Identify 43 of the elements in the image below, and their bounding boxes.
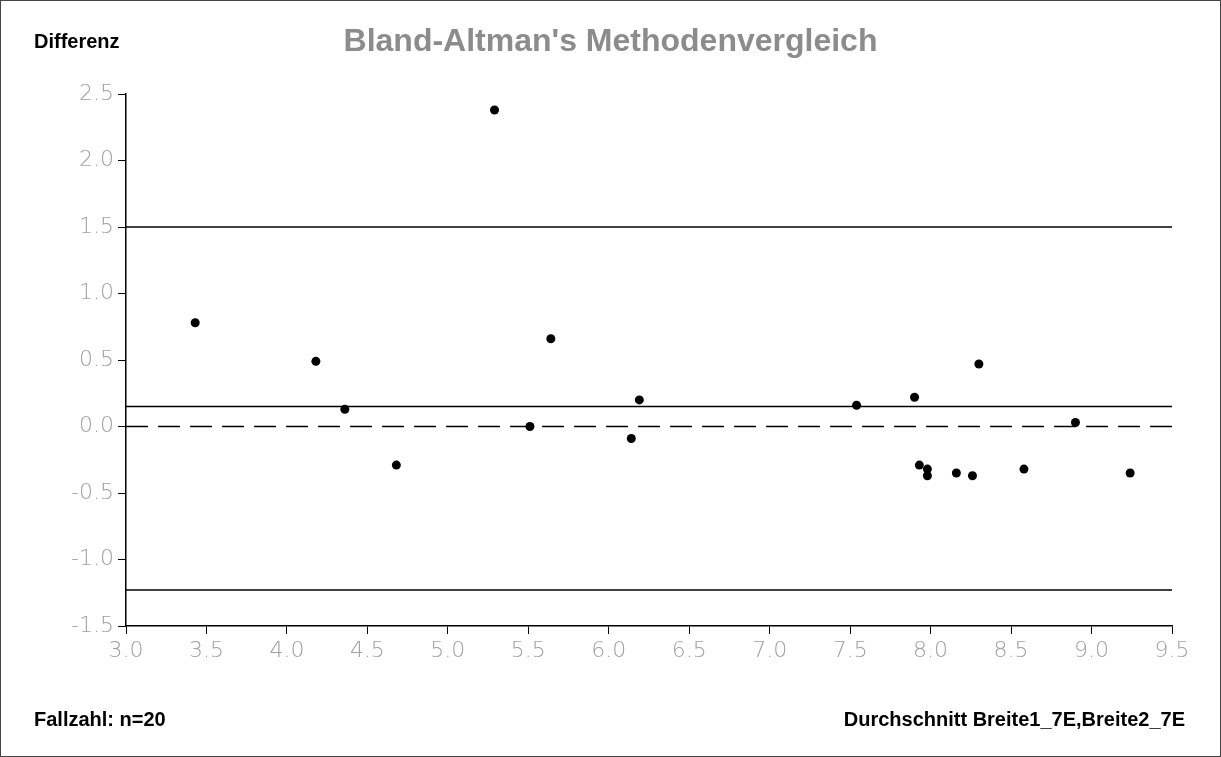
- point: [914, 460, 924, 470]
- x-tick-label: 5.5: [510, 636, 546, 662]
- point: [190, 318, 200, 328]
- chart-title: Bland-Altman's Methodenvergleich: [343, 22, 878, 58]
- x-tick-label: 6.5: [671, 636, 707, 662]
- point: [1019, 464, 1029, 474]
- x-tick-label: 3.0: [108, 636, 144, 662]
- y-tick-label: -0.5: [71, 478, 114, 504]
- point: [634, 395, 644, 405]
- x-tick-label: 8.0: [913, 636, 949, 662]
- y-tick-label: 0.0: [79, 412, 114, 438]
- y-tick-label: 2.5: [79, 79, 114, 105]
- x-tick-label: 7.0: [752, 636, 788, 662]
- x-tick-label: 5.0: [430, 636, 466, 662]
- point: [546, 334, 556, 344]
- point: [1125, 468, 1135, 478]
- x-tick-label: 7.5: [832, 636, 868, 662]
- x-tick-label: 9.5: [1154, 636, 1190, 662]
- point: [967, 471, 977, 481]
- y-tick-label: 1.5: [79, 212, 114, 238]
- y-axis-title: Differenz: [34, 30, 120, 53]
- y-tick-label: 2.0: [79, 146, 114, 172]
- x-tick-label: 3.5: [188, 636, 224, 662]
- text: Fallzahl: n=20: [34, 708, 166, 731]
- x-tick-label: 8.5: [993, 636, 1029, 662]
- x-axis-title: Durchschnitt Breite1_7E,Breite2_7E: [843, 708, 1185, 731]
- point: [490, 105, 500, 115]
- x-tick-label: 6.0: [591, 636, 627, 662]
- y-tick-label: 1.0: [79, 279, 114, 305]
- y-tick-label: 0.5: [79, 345, 114, 371]
- point: [974, 359, 984, 369]
- y-tick-label: -1.5: [71, 611, 114, 637]
- point: [391, 460, 401, 470]
- point: [1070, 418, 1080, 428]
- point: [951, 468, 961, 478]
- x-tick-label: 9.0: [1074, 636, 1110, 662]
- point: [922, 471, 932, 481]
- point: [626, 433, 636, 443]
- x-tick-label: 4.5: [349, 636, 385, 662]
- point: [910, 392, 920, 402]
- y-tick-label: -1.0: [71, 545, 114, 571]
- x-tick-label: 4.0: [269, 636, 305, 662]
- point: [311, 356, 321, 366]
